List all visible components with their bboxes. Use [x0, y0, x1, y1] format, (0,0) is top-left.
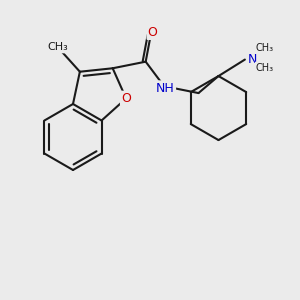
Text: CH₃: CH₃	[47, 42, 68, 52]
Text: N: N	[248, 53, 258, 66]
Text: O: O	[121, 92, 131, 105]
Text: O: O	[148, 26, 158, 39]
Text: CH₃: CH₃	[256, 43, 274, 52]
Text: NH: NH	[156, 82, 175, 94]
Text: CH₃: CH₃	[256, 63, 274, 73]
